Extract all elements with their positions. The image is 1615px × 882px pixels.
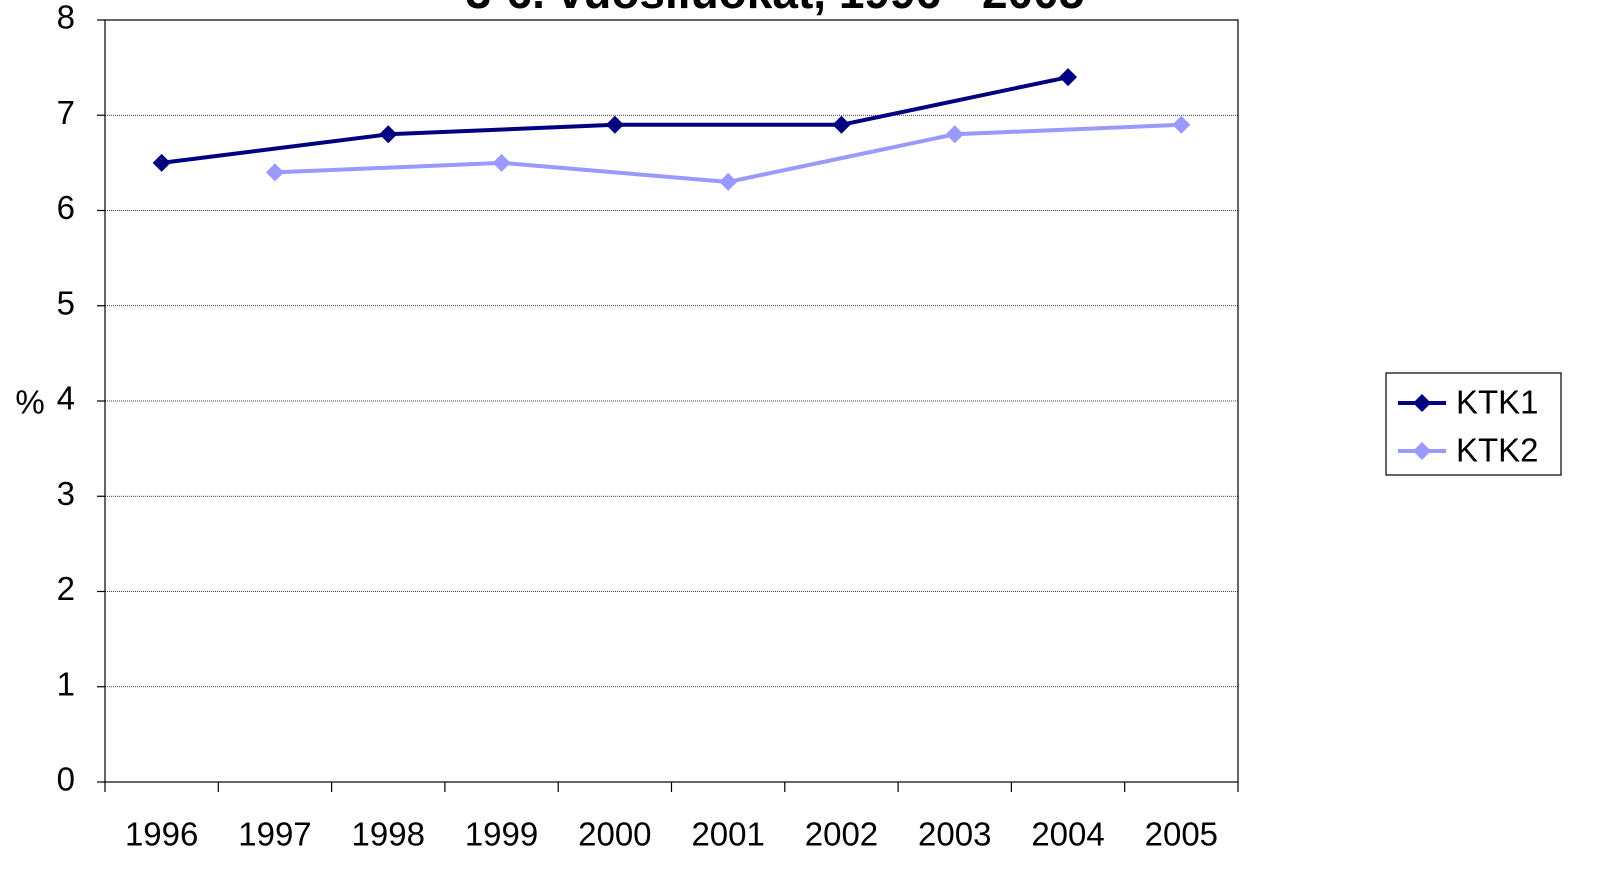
x-tick-label: 1996	[125, 816, 198, 853]
x-tick-label: 2002	[805, 816, 878, 853]
y-tick-label: 2	[57, 570, 75, 607]
data-point	[1059, 68, 1078, 87]
legend-box	[1385, 372, 1562, 476]
y-tick-label: 5	[57, 284, 75, 321]
x-tick-label: 2001	[691, 816, 764, 853]
y-tick-label: 0	[57, 761, 75, 798]
y-tick-label: 7	[57, 94, 75, 131]
data-point	[492, 153, 511, 172]
x-tick-label: 2003	[918, 816, 991, 853]
data-point	[265, 163, 284, 182]
y-tick-label: 4	[57, 380, 75, 417]
legend-label: KTK2	[1456, 432, 1539, 469]
chart-title: 3-6. vuosiluokat, 1996 - 2005	[466, 0, 1085, 18]
data-point	[379, 125, 398, 144]
legend-label: KTK1	[1456, 384, 1539, 421]
data-point	[1172, 115, 1191, 134]
y-tick-label: 1	[57, 665, 75, 702]
legend-marker	[1413, 442, 1431, 460]
x-tick-label: 1998	[352, 816, 425, 853]
y-axis-label: %	[15, 384, 44, 421]
legend-marker	[1413, 394, 1431, 412]
x-tick-label: 1999	[465, 816, 538, 853]
data-point	[152, 153, 171, 172]
data-point	[945, 125, 964, 144]
y-tick-label: 6	[57, 189, 75, 226]
x-tick-label: 2004	[1031, 816, 1104, 853]
data-point	[605, 115, 624, 134]
x-tick-label: 2000	[578, 816, 651, 853]
x-tick-label: 1997	[238, 816, 311, 853]
y-tick-label: 3	[57, 475, 75, 512]
data-point	[719, 172, 738, 191]
y-tick-label: 8	[57, 0, 75, 36]
data-point	[832, 115, 851, 134]
x-tick-label: 2005	[1145, 816, 1218, 853]
